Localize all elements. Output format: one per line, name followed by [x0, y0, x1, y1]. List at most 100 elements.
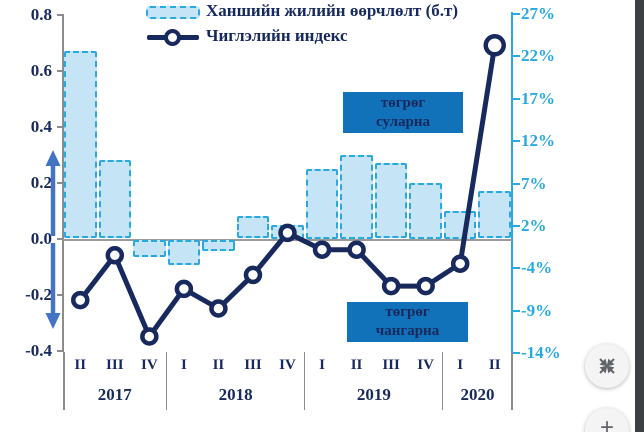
arrow-head-icon: [45, 150, 61, 166]
right-axis-tick: [513, 97, 520, 100]
line-marker: [209, 299, 228, 318]
left-axis-tick: [57, 13, 63, 16]
zero-baseline: [63, 239, 512, 241]
right-axis-tick: [513, 224, 520, 227]
bar-quarter-I: [443, 210, 477, 239]
right-axis-tick-label: 22%: [521, 46, 555, 66]
line-marker: [347, 240, 366, 259]
bar-quarter-IV: [409, 182, 442, 239]
right-axis-tick-label: 7%: [521, 173, 547, 193]
left-axis-tick: [57, 181, 63, 184]
x-axis-quarter-label: II: [350, 357, 363, 373]
x-axis-quarter-label: I: [457, 357, 464, 373]
right-axis-tick-label: -9%: [521, 300, 553, 320]
year-separator: [511, 352, 513, 410]
right-axis-tick: [513, 55, 520, 58]
x-axis-year-label: 2017: [97, 385, 132, 404]
x-axis-year-label: 2020: [460, 385, 495, 404]
left-axis-tick-label: 0.2: [30, 172, 52, 192]
exit-fullscreen-icon: [599, 358, 615, 374]
right-axis-tick-label: -4%: [521, 258, 553, 278]
annotation-text: төгрөг: [380, 94, 426, 111]
line-marker: [450, 254, 470, 273]
line-marker: [416, 276, 435, 296]
annotation-text: суларна: [376, 113, 430, 130]
x-axis-quarter-label: III: [382, 357, 400, 373]
right-axis-tick: [513, 309, 520, 312]
bar-series-swatch-icon: [146, 6, 200, 19]
right-axis-tick-label: 12%: [521, 131, 555, 151]
annotation-text: төгрөг: [385, 304, 430, 320]
exit-fullscreen-button[interactable]: [585, 344, 629, 388]
line-marker: [174, 279, 194, 299]
right-axis-tick-label: 27%: [521, 4, 555, 23]
left-axis-tick-label: 0.0: [30, 228, 52, 248]
right-axis-tick: [513, 140, 520, 143]
left-axis-tick-label: -0.2: [25, 284, 52, 304]
line-marker: [381, 276, 401, 296]
arrow-head-icon: [45, 313, 61, 329]
x-axis-year-label: 2018: [218, 385, 253, 404]
left-axis-tick: [57, 237, 63, 240]
left-axis-tick-label: 0.4: [30, 116, 52, 136]
bar-quarter-II: [340, 154, 373, 239]
year-separator: [303, 352, 306, 410]
right-axis-tick: [513, 13, 520, 15]
bar-quarter-III: [98, 160, 132, 239]
line-marker: [105, 246, 125, 265]
right-axis-tick: [513, 182, 520, 185]
line-marker: [312, 240, 332, 259]
left-axis-tick-label: 0.8: [30, 4, 52, 24]
bar-quarter-II: [202, 240, 235, 252]
x-axis-quarter-label: I: [180, 357, 187, 373]
right-y-axis: [511, 12, 513, 353]
x-axis-quarter-label: I: [319, 357, 325, 373]
left-axis-tick-label: -0.4: [25, 340, 52, 360]
bar-quarter-I: [167, 240, 201, 266]
right-axis-tick: [513, 267, 520, 270]
x-axis-quarter-label: IV: [417, 357, 434, 373]
right-axis-tick-label: 17%: [521, 88, 555, 108]
x-axis-quarter-label: IV: [279, 357, 296, 373]
left-axis-tick: [57, 69, 63, 72]
left-axis-tick: [57, 349, 63, 352]
left-axis-tick-label: 0.6: [30, 60, 52, 80]
line-marker: [140, 327, 159, 346]
left-axis-tick: [57, 293, 63, 296]
bar-quarter-III: [374, 162, 408, 239]
bar-quarter-III: [236, 216, 270, 239]
legend-label-line-series: Чиглэлийн индекс: [206, 26, 348, 45]
x-axis-quarter-label: II: [74, 357, 87, 373]
annotation-tugrik-strengthens: төгрөг чангарна: [347, 302, 468, 342]
plus-icon: +: [599, 414, 614, 432]
x-axis-quarter-label: III: [244, 357, 262, 373]
x-axis-quarter-label: IV: [140, 357, 158, 373]
bar-quarter-II: [64, 50, 97, 239]
right-axis-tick-label: 2%: [521, 215, 547, 235]
legend-label-bar-series: Ханшийн жилийн өөрчлөлт (б.т): [206, 1, 459, 20]
year-separator: [165, 352, 168, 410]
x-axis-year-label: 2019: [356, 385, 391, 404]
year-separator: [441, 352, 444, 410]
annotation-text: чангарна: [375, 323, 440, 339]
right-axis-tick-label: -14%: [521, 343, 561, 362]
line-marker: [71, 290, 90, 310]
zoom-in-button[interactable]: +: [585, 408, 629, 432]
x-axis-quarter-label: II: [488, 357, 501, 373]
annotation-tugrik-weakens: төгрөг суларна: [343, 92, 463, 133]
bar-quarter-I: [305, 168, 339, 239]
x-axis-quarter-label: III: [106, 357, 124, 373]
bar-quarter-IV: [133, 240, 166, 257]
right-axis-tick: [513, 352, 520, 354]
line-marker: [483, 34, 506, 57]
bar-quarter-II: [478, 190, 511, 239]
line-series-marker-icon: [164, 29, 181, 46]
x-axis-quarter-label: II: [212, 357, 225, 373]
left-y-axis: [62, 14, 64, 352]
left-axis-tick: [57, 125, 63, 128]
bar-quarter-IV: [271, 224, 304, 239]
line-marker: [243, 265, 263, 285]
window-edge-band: [635, 0, 644, 432]
year-separator: [63, 352, 65, 410]
